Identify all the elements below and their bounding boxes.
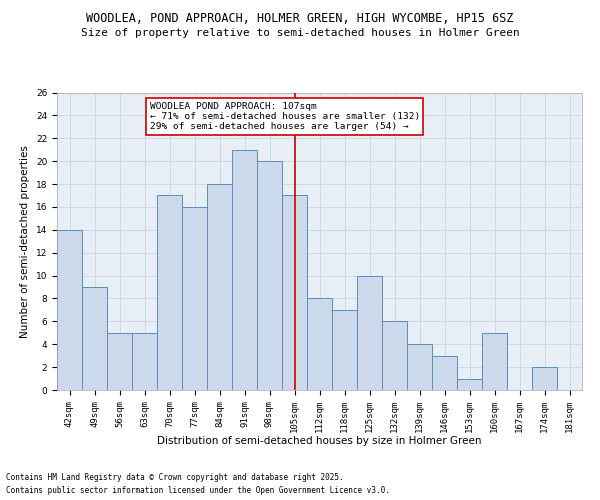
Text: Contains public sector information licensed under the Open Government Licence v3: Contains public sector information licen… xyxy=(6,486,390,495)
Bar xyxy=(357,276,382,390)
Bar xyxy=(282,196,307,390)
Bar xyxy=(482,333,507,390)
Bar xyxy=(307,298,332,390)
Bar xyxy=(257,161,282,390)
Bar xyxy=(157,196,182,390)
Bar xyxy=(132,333,157,390)
Bar xyxy=(332,310,357,390)
Bar xyxy=(232,150,257,390)
Text: Contains HM Land Registry data © Crown copyright and database right 2025.: Contains HM Land Registry data © Crown c… xyxy=(6,472,344,482)
Bar xyxy=(407,344,432,390)
Bar xyxy=(457,378,482,390)
Bar xyxy=(82,287,107,390)
Text: WOODLEA POND APPROACH: 107sqm
← 71% of semi-detached houses are smaller (132)
29: WOODLEA POND APPROACH: 107sqm ← 71% of s… xyxy=(149,102,420,132)
Bar xyxy=(532,367,557,390)
Bar xyxy=(57,230,82,390)
Bar xyxy=(182,207,207,390)
Y-axis label: Number of semi-detached properties: Number of semi-detached properties xyxy=(20,145,30,338)
X-axis label: Distribution of semi-detached houses by size in Holmer Green: Distribution of semi-detached houses by … xyxy=(157,436,482,446)
Bar xyxy=(382,322,407,390)
Bar xyxy=(207,184,232,390)
Bar xyxy=(432,356,457,390)
Bar xyxy=(107,333,132,390)
Text: Size of property relative to semi-detached houses in Holmer Green: Size of property relative to semi-detach… xyxy=(80,28,520,38)
Text: WOODLEA, POND APPROACH, HOLMER GREEN, HIGH WYCOMBE, HP15 6SZ: WOODLEA, POND APPROACH, HOLMER GREEN, HI… xyxy=(86,12,514,26)
